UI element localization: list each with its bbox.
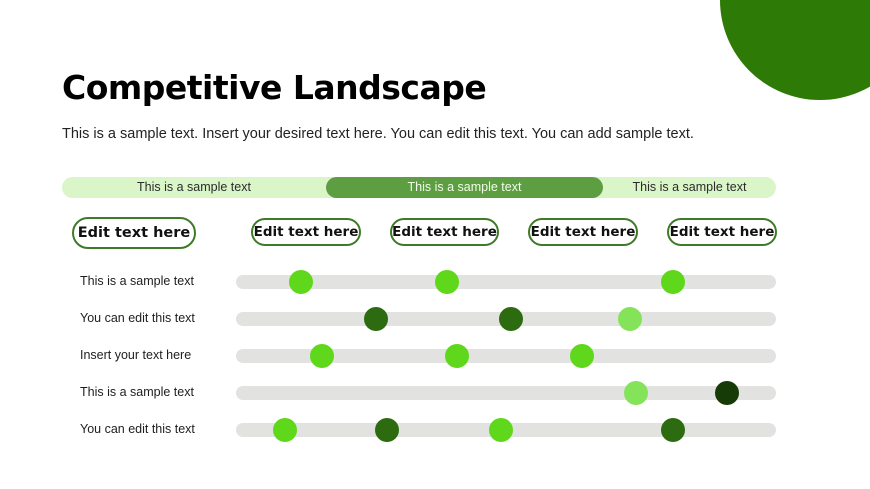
rating-dot [445,344,470,368]
header-pill-2: Edit text here [251,218,361,246]
header-pill-3: Edit text here [390,218,499,246]
rating-dot [272,418,297,442]
rating-dot [661,270,686,294]
corner-decoration-circle [720,0,870,100]
band-label-1: This is a sample text [137,180,251,194]
row-label: You can edit this text [80,422,195,436]
header-pill-5: Edit text here [667,218,777,246]
rating-dot [375,418,400,442]
rating-dot [715,381,740,405]
page-title: Competitive Landscape [62,68,487,107]
row-label: This is a sample text [80,385,194,399]
band-label-2: This is a sample text [407,180,522,194]
category-band-active-segment [326,177,603,198]
rating-dot [364,307,389,331]
subtitle-text: This is a sample text. Insert your desir… [62,126,694,142]
header-pill-1: Edit text here [72,217,196,249]
row-label: You can edit this text [80,311,195,325]
row-track [236,386,776,400]
rating-dot [434,270,459,294]
rating-dot [288,270,313,294]
rating-dot [499,307,524,331]
row-track [236,275,776,289]
rating-dot [661,418,686,442]
rating-dot [488,418,513,442]
rating-dot [623,381,648,405]
row-label: This is a sample text [80,274,194,288]
band-label-3: This is a sample text [632,180,747,194]
row-track [236,349,776,363]
rating-dot [618,307,643,331]
rating-dot [569,344,594,368]
header-pill-4: Edit text here [528,218,638,246]
row-label: Insert your text here [80,348,192,362]
rating-dot [310,344,335,368]
